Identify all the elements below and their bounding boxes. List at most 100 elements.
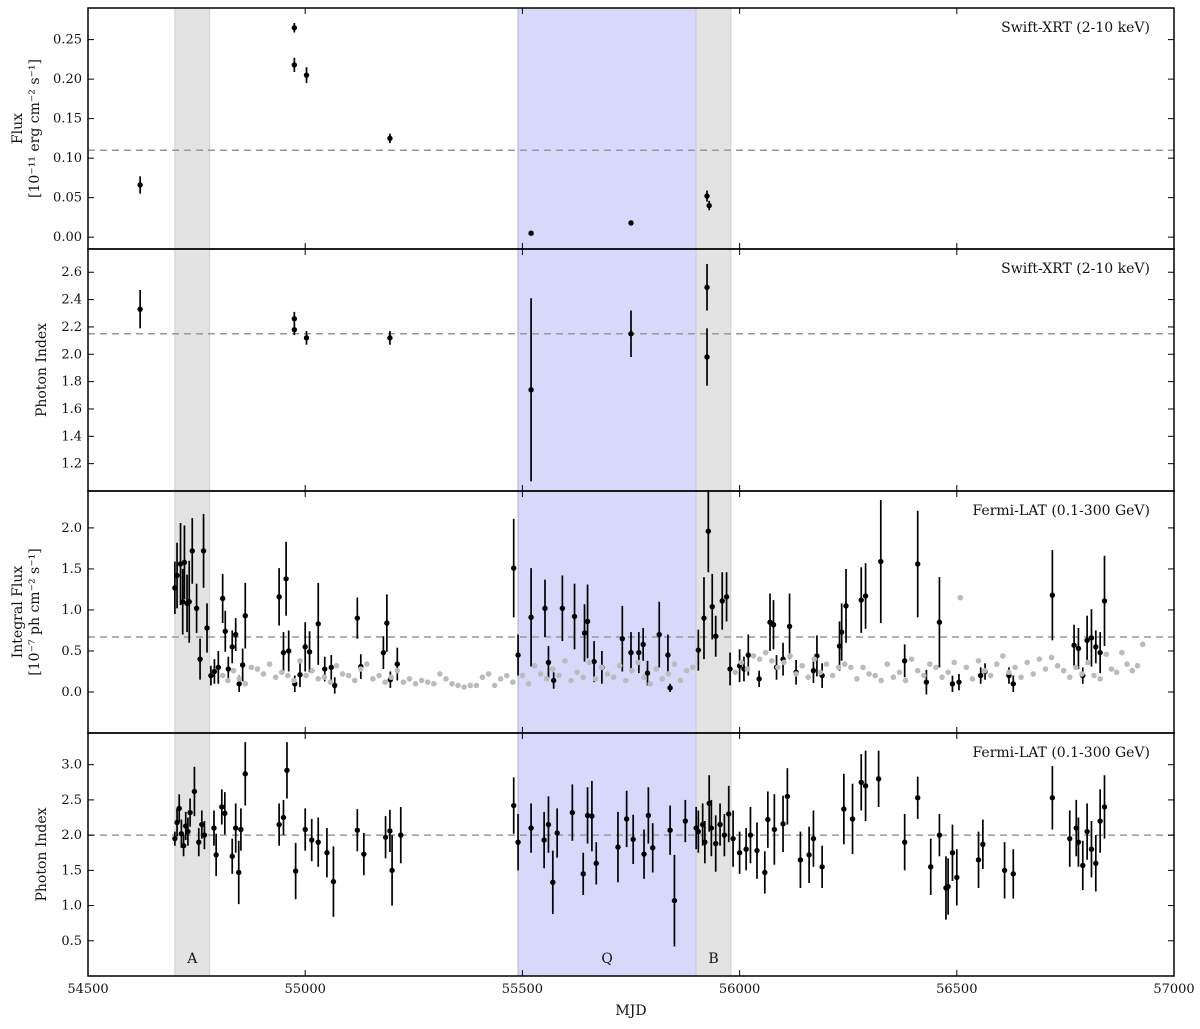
data-point bbox=[384, 620, 390, 626]
upper-limit-point bbox=[219, 672, 226, 679]
data-point bbox=[225, 666, 232, 672]
upper-limit-point bbox=[345, 672, 352, 679]
upper-limit-point bbox=[236, 676, 242, 682]
data-point bbox=[229, 853, 235, 859]
data-point bbox=[862, 783, 869, 789]
y-tick-label: 2.4 bbox=[61, 293, 82, 308]
data-point bbox=[550, 677, 557, 684]
data-point bbox=[1093, 860, 1099, 867]
x-tick-label: 54500 bbox=[67, 982, 108, 997]
data-point bbox=[1093, 644, 1099, 650]
upper-limit-point bbox=[616, 662, 623, 669]
upper-limit-point bbox=[665, 671, 672, 677]
upper-limit-point bbox=[315, 676, 322, 682]
data-point bbox=[726, 811, 732, 817]
upper-limit-point bbox=[327, 679, 334, 685]
upper-limit-point bbox=[278, 669, 285, 676]
data-point bbox=[717, 821, 723, 828]
data-point bbox=[380, 649, 387, 656]
upper-limit-point bbox=[291, 677, 297, 684]
data-point bbox=[172, 835, 178, 842]
upper-limit-point bbox=[531, 662, 538, 669]
upper-limit-point bbox=[1119, 649, 1125, 656]
upper-limit-point bbox=[762, 649, 769, 656]
data-point bbox=[528, 230, 534, 236]
y-tick-label: 0.5 bbox=[61, 644, 82, 659]
y-axis-label: Flux bbox=[10, 113, 26, 144]
upper-limit-point bbox=[957, 594, 964, 601]
upper-limit-point bbox=[647, 680, 653, 687]
y-tick-label: 1.5 bbox=[61, 562, 82, 577]
data-point bbox=[949, 681, 956, 687]
region-label-a: A bbox=[186, 951, 198, 967]
panel-title: Fermi-LAT (0.1-300 GeV) bbox=[972, 745, 1150, 761]
upper-limit-point bbox=[890, 674, 897, 681]
data-point bbox=[292, 868, 299, 874]
upper-limit-point bbox=[309, 667, 315, 674]
data-point bbox=[332, 682, 338, 689]
region-label-b: B bbox=[708, 951, 718, 967]
data-point bbox=[1075, 839, 1082, 845]
data-point bbox=[644, 670, 651, 676]
upper-limit-point bbox=[272, 674, 279, 681]
data-point bbox=[702, 839, 708, 845]
data-point bbox=[179, 599, 186, 605]
data-point bbox=[1088, 846, 1095, 852]
y-axis-label: [10⁻¹¹ erg cm⁻² s⁻¹] bbox=[27, 59, 43, 198]
upper-limit-point bbox=[510, 679, 516, 685]
data-point bbox=[975, 857, 982, 863]
data-point bbox=[398, 832, 404, 838]
data-point bbox=[581, 630, 588, 636]
x-tick-label: 55500 bbox=[502, 982, 543, 997]
upper-limit-point bbox=[556, 672, 562, 679]
data-point bbox=[745, 652, 751, 658]
data-point bbox=[810, 667, 817, 674]
data-point bbox=[174, 572, 180, 579]
data-point bbox=[593, 860, 599, 867]
upper-limit-point bbox=[1097, 676, 1103, 682]
data-point bbox=[743, 846, 749, 852]
y-tick-label: 2.0 bbox=[61, 521, 82, 536]
data-point bbox=[1010, 871, 1016, 877]
data-point bbox=[1101, 804, 1108, 810]
data-point bbox=[704, 284, 710, 290]
data-point bbox=[1080, 862, 1086, 869]
upper-limit-point bbox=[537, 671, 544, 677]
data-point bbox=[862, 593, 869, 599]
data-point bbox=[623, 816, 630, 822]
data-point bbox=[196, 839, 202, 845]
upper-limit-point bbox=[963, 664, 970, 671]
data-point bbox=[242, 612, 248, 619]
upper-limit-point bbox=[364, 661, 370, 667]
data-point bbox=[204, 625, 210, 631]
y-tick-label: 1.4 bbox=[61, 429, 82, 444]
upper-limit-point bbox=[400, 679, 407, 685]
data-point bbox=[229, 644, 235, 650]
upper-limit-point bbox=[1036, 656, 1043, 662]
x-tick-label: 55000 bbox=[285, 982, 326, 997]
y-tick-label: 0.15 bbox=[53, 112, 82, 127]
data-point bbox=[928, 864, 934, 870]
panel-title: Swift-XRT (2-10 keV) bbox=[1001, 261, 1150, 277]
upper-limit-point bbox=[1134, 662, 1141, 669]
upper-limit-point bbox=[750, 653, 757, 659]
data-point bbox=[211, 825, 217, 831]
data-point bbox=[936, 619, 943, 625]
data-point bbox=[180, 842, 187, 849]
data-point bbox=[222, 628, 228, 634]
upper-limit-point bbox=[635, 659, 641, 666]
data-point bbox=[302, 644, 308, 650]
data-point bbox=[315, 839, 321, 845]
upper-limit-point bbox=[382, 679, 388, 685]
data-point bbox=[291, 25, 298, 31]
data-point bbox=[915, 795, 921, 801]
data-point bbox=[756, 676, 762, 682]
data-point bbox=[701, 615, 707, 621]
upper-limit-point bbox=[491, 682, 498, 689]
upper-limit-point bbox=[604, 671, 611, 677]
data-point bbox=[709, 603, 715, 610]
data-point bbox=[387, 828, 393, 834]
data-point bbox=[511, 565, 517, 571]
x-tick-label: 56000 bbox=[719, 982, 760, 997]
panel-title: Swift-XRT (2-10 keV) bbox=[1001, 20, 1150, 36]
